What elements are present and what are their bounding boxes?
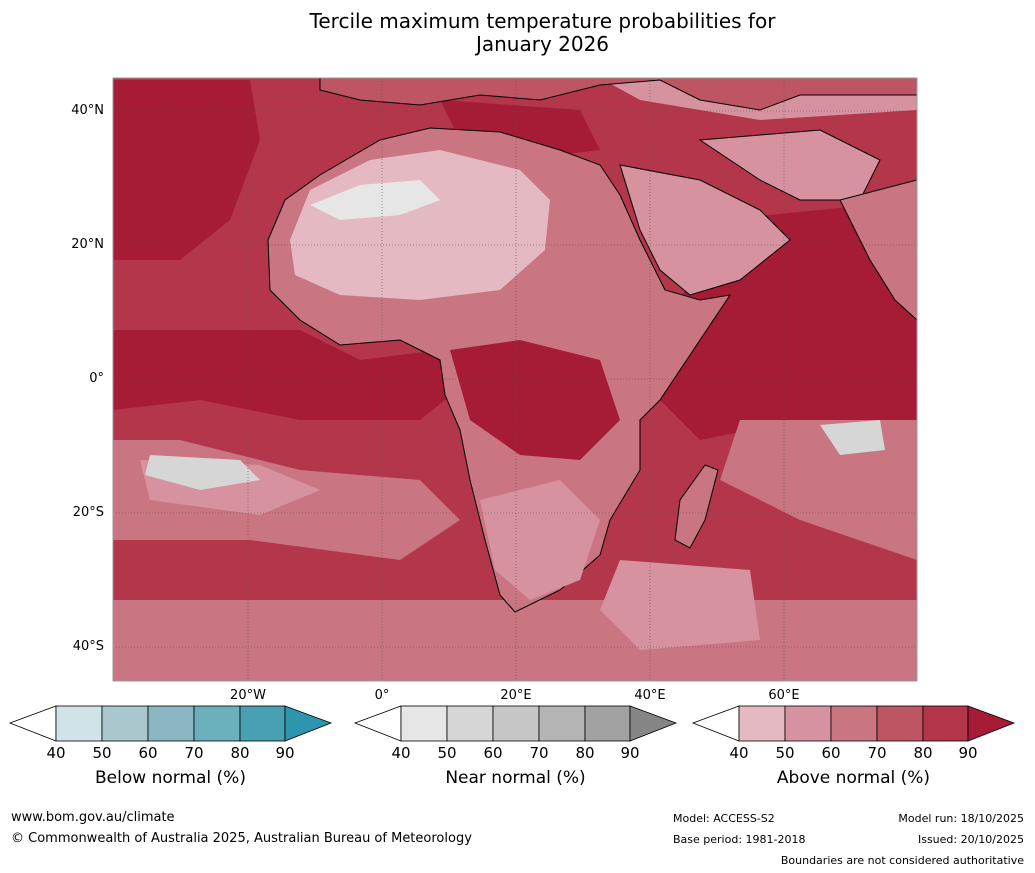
- legend-above-bin: [784, 705, 832, 742]
- legend-below-tick: 80: [230, 744, 250, 762]
- legend-below-arrow-right: [284, 705, 333, 742]
- legend-near-bin: [492, 705, 540, 742]
- legend-below-tick: 70: [184, 744, 204, 762]
- legend-near-arrow-right: [629, 705, 678, 742]
- ocean-dark-west: [113, 80, 260, 260]
- legend-above-title: Above normal (%): [776, 768, 931, 788]
- lat-label-20n: 20°N: [71, 237, 104, 252]
- title-line-2: January 2026: [475, 32, 610, 56]
- legend-below-normal: [8, 705, 333, 742]
- lon-label-20w: 20°W: [230, 688, 266, 703]
- legend-above-bin: [922, 705, 969, 742]
- india-land: [839, 179, 917, 321]
- central-africa-dark: [450, 340, 620, 460]
- lon-label-0: 0°: [374, 688, 390, 703]
- lat-label-0: 0°: [89, 371, 104, 386]
- legend-near-tick: 60: [483, 744, 503, 762]
- legend-above-bin: [830, 705, 878, 742]
- legend-above-tick: 60: [821, 744, 841, 762]
- map-frame: [112, 77, 918, 682]
- title-line-1: Tercile maximum temperature probabilitie…: [309, 9, 776, 33]
- legend-near-bin: [446, 705, 494, 742]
- legend-near-tick: 90: [620, 744, 640, 762]
- legend-near-tick: 50: [437, 744, 457, 762]
- footer-model: Model: ACCESS-S2: [673, 812, 775, 825]
- legend-above-tick: 40: [729, 744, 749, 762]
- legend-below-bin: [147, 705, 195, 742]
- legend-near-title: Near normal (%): [445, 768, 586, 788]
- arabia-land: [619, 164, 791, 296]
- sahara-near-normal: [310, 180, 440, 220]
- legend-below-arrow-left: [8, 705, 57, 742]
- footer-model-run: Model run: 18/10/2025: [898, 812, 1024, 825]
- footer-issued: Issued: 20/10/2025: [917, 833, 1024, 846]
- legend-below-title: Below normal (%): [95, 768, 246, 788]
- legend-below-bin: [239, 705, 286, 742]
- lat-label-20s: 20°S: [72, 505, 104, 520]
- legend-near-tick: 70: [529, 744, 549, 762]
- lat-label-40n: 40°N: [71, 103, 104, 118]
- legend-above-arrow-right: [967, 705, 1016, 742]
- ocean-near-normal-atlantic: [145, 455, 260, 490]
- madagascar: [674, 464, 719, 549]
- legend-above-tick: 80: [913, 744, 933, 762]
- legend-below-bin: [193, 705, 241, 742]
- legend-above-tick: 50: [775, 744, 795, 762]
- legend-near-bin: [538, 705, 586, 742]
- ocean-near-normal-indian: [820, 420, 885, 455]
- legend-above-tick: 70: [867, 744, 887, 762]
- lon-label-20e: 20°E: [500, 688, 532, 703]
- europe-land: [319, 78, 917, 111]
- legend-near-bin: [584, 705, 631, 742]
- legend-below-bin: [101, 705, 149, 742]
- graticule: [113, 78, 917, 681]
- legend-above-tick: 90: [958, 744, 978, 762]
- legend-near-tick: 40: [391, 744, 411, 762]
- map-body: [113, 78, 917, 681]
- footer-disclaimer: Boundaries are not considered authoritat…: [780, 854, 1024, 867]
- lon-label-40e: 40°E: [634, 688, 666, 703]
- legend-below-tick: 50: [92, 744, 112, 762]
- legend-below-tick: 90: [275, 744, 295, 762]
- legend-below-tick: 40: [46, 744, 66, 762]
- chart-title: Tercile maximum temperature probabilitie…: [0, 10, 1035, 56]
- legend-above-bin: [738, 705, 786, 742]
- lon-label-60e: 60°E: [768, 688, 800, 703]
- footer-copyright: © Commonwealth of Australia 2025, Austra…: [11, 831, 472, 846]
- legend-near-normal: [353, 705, 678, 742]
- ocean-light-southeast: [600, 560, 760, 650]
- ocean-dark-equator: [113, 330, 470, 420]
- lat-label-40s: 40°S: [72, 639, 104, 654]
- footer-website: www.bom.gov.au/climate: [11, 810, 175, 825]
- legend-above-arrow-left: [691, 705, 740, 742]
- legend-above-bin: [876, 705, 924, 742]
- footer-base-period: Base period: 1981-2018: [673, 833, 806, 846]
- ocean-light-indian: [720, 420, 917, 560]
- legend-below-bin: [55, 705, 103, 742]
- southern-africa-light: [480, 480, 600, 600]
- legend-near-arrow-left: [353, 705, 402, 742]
- legend-near-bin: [400, 705, 448, 742]
- legend-above-normal: [691, 705, 1016, 742]
- legend-near-tick: 80: [575, 744, 595, 762]
- legend-below-tick: 60: [138, 744, 158, 762]
